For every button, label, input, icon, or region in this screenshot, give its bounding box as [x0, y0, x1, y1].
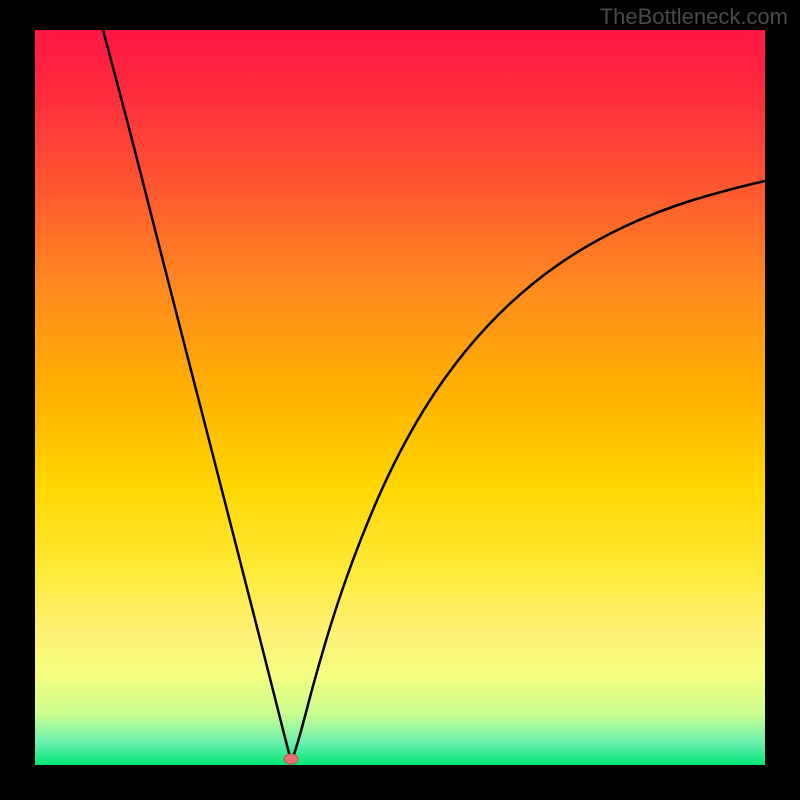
- chart-plot-area: [35, 30, 765, 765]
- bottleneck-curve: [103, 30, 765, 759]
- apex-marker-icon: [284, 754, 298, 764]
- watermark-text: TheBottleneck.com: [600, 4, 788, 30]
- curve-overlay: [35, 30, 765, 765]
